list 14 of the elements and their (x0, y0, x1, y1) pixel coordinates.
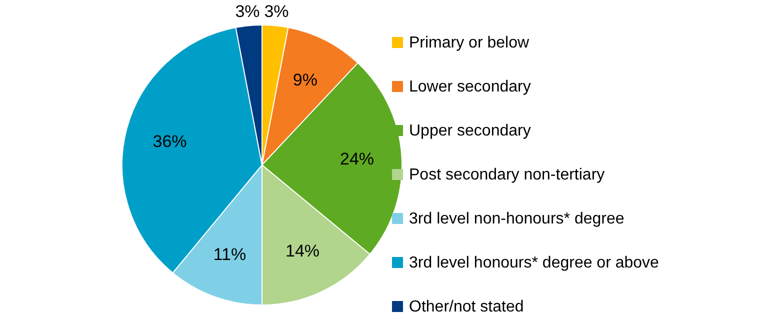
data-label: 14% (286, 242, 320, 261)
data-label: 3% (264, 2, 289, 22)
data-label: 11% (213, 245, 246, 264)
data-label: 24% (340, 150, 374, 169)
legend-label: Upper secondary (409, 122, 531, 140)
data-label: 3% (235, 2, 260, 22)
legend-label: 3rd level honours* degree or above (409, 254, 660, 272)
legend-label: Post secondary non-tertiary (409, 166, 605, 184)
data-label: 36% (152, 132, 187, 151)
legend-label: 3rd level non-honours* degree (409, 210, 624, 228)
data-label: 9% (292, 70, 318, 90)
legend-label: Primary or below (409, 34, 530, 52)
legend-label: Lower secondary (409, 78, 531, 96)
legend-label: Other/not stated (409, 298, 524, 316)
